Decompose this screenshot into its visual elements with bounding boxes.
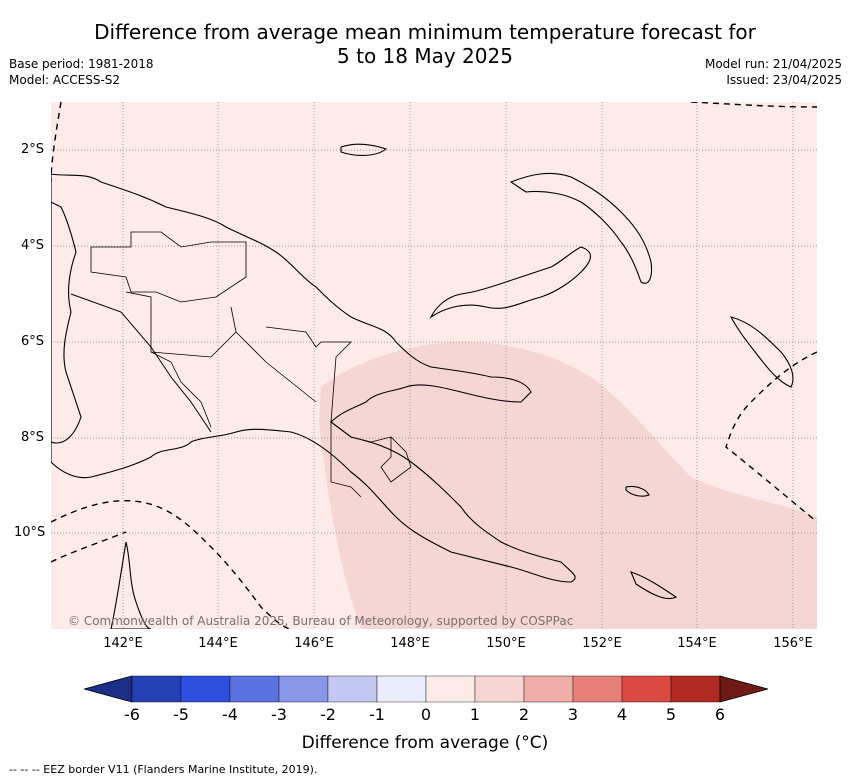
bougainville-coastline [729, 316, 794, 388]
colorbar-tick-label: 6 [714, 705, 726, 724]
new-britain-coastline [429, 246, 591, 319]
colorbar-tick-label: 0 [420, 705, 432, 724]
model-run: Model run: 21/04/2025 [704, 57, 842, 71]
colorbar-segment [474, 675, 525, 703]
colorbar-tick-label: 2 [518, 705, 530, 724]
new-ireland-coastline [509, 172, 653, 284]
colorbar-tick-label: -3 [271, 705, 287, 724]
colorbar-segment [131, 675, 182, 703]
manus-island [340, 143, 388, 156]
map-area: © Commonwealth of Australia 2025, Bureau… [51, 102, 817, 629]
colorbar-segment [180, 675, 231, 703]
louisiade-islands [630, 571, 678, 600]
colorbar-tick-label: 1 [469, 705, 481, 724]
chart-title-line1: Difference from average mean minimum tem… [94, 20, 756, 44]
colorbar-tick-label: -5 [173, 705, 189, 724]
coastlines [51, 143, 794, 629]
eez-legend-note: -- -- -- EEZ border V11 (Flanders Marine… [9, 763, 318, 776]
colorbar-tick-label: -1 [369, 705, 385, 724]
lat-tick-2s: 2°S [20, 142, 44, 157]
copyright-notice: © Commonwealth of Australia 2025, Bureau… [68, 614, 574, 628]
colorbar-segment [376, 675, 427, 703]
colorbar-tick-label: 4 [616, 705, 628, 724]
colorbar-tick-label: -6 [124, 705, 140, 724]
lat-tick-8s: 8°S [20, 430, 44, 445]
lon-tick-154: 154°E [677, 636, 717, 651]
colorbar-tick-label: 5 [665, 705, 677, 724]
colorbar-tick-label: -4 [222, 705, 238, 724]
lon-tick-156: 156°E [773, 636, 813, 651]
colorbar-segment [229, 675, 280, 703]
west-coastline [51, 201, 82, 444]
issued-date: Issued: 23/04/2025 [726, 73, 842, 87]
lon-tick-144: 144°E [198, 636, 238, 651]
base-period: Base period: 1981-2018 [9, 57, 154, 71]
colorbar-tick-label: 3 [567, 705, 579, 724]
model-name: Model: ACCESS-S2 [9, 73, 121, 87]
colorbar-arrow-low [84, 675, 133, 703]
lat-tick-6s: 6°S [20, 334, 44, 349]
new-guinea-coastline [51, 173, 576, 583]
lon-tick-148: 148°E [390, 636, 430, 651]
lon-tick-146: 146°E [294, 636, 334, 651]
colorbar-arrow-high [719, 675, 768, 703]
colorbar-tick-label: -2 [320, 705, 336, 724]
colorbar [84, 675, 768, 703]
woodlark-island [625, 485, 650, 497]
lon-tick-152: 152°E [582, 636, 622, 651]
anomaly-region-1-to-2 [319, 341, 817, 629]
colorbar-segment [621, 675, 672, 703]
colorbar-segment [670, 675, 721, 703]
lon-tick-150: 150°E [486, 636, 526, 651]
colorbar-segment [327, 675, 378, 703]
province-borders [90, 231, 412, 498]
colorbar-segment [523, 675, 574, 703]
map-canvas [51, 102, 817, 629]
cape-york-coastline [110, 541, 152, 629]
lon-tick-142: 142°E [103, 636, 143, 651]
chart-title-line2: 5 to 18 May 2025 [337, 44, 513, 68]
eez-borders [51, 102, 817, 629]
lat-tick-4s: 4°S [20, 238, 44, 253]
indonesia-border [70, 293, 212, 433]
lat-tick-10s: 10°S [14, 525, 46, 540]
colorbar-title: Difference from average (°C) [301, 733, 549, 753]
colorbar-segment [425, 675, 476, 703]
colorbar-segment [278, 675, 329, 703]
colorbar-segment [572, 675, 623, 703]
